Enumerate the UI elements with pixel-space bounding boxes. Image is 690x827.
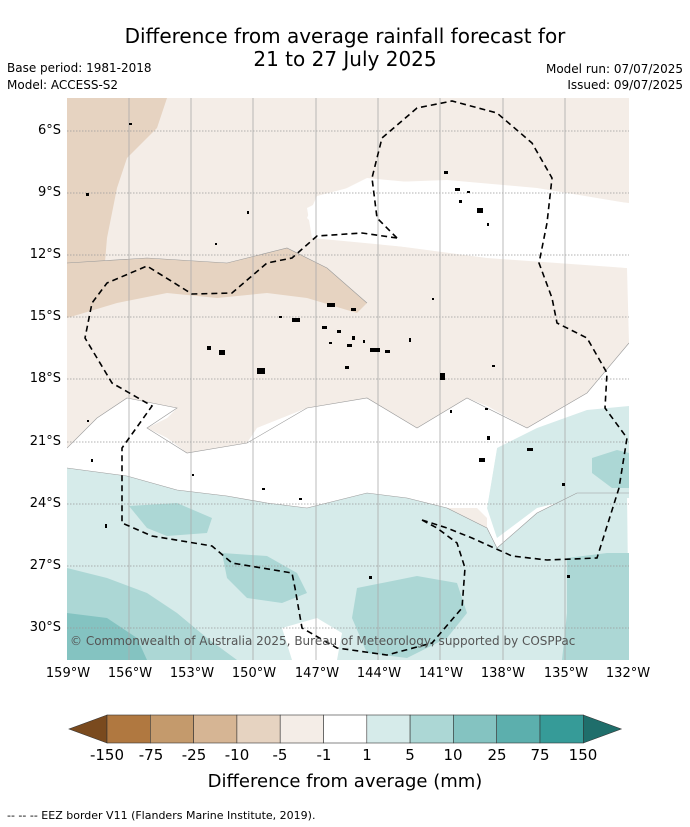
lon-label: 156°W [107, 666, 153, 681]
colorbar-tick: -1 [316, 746, 332, 764]
lat-label: 21°S [29, 434, 61, 449]
lat-label: 27°S [29, 558, 61, 573]
colorbar-tick: 75 [530, 746, 550, 764]
colorbar-tick: -10 [224, 746, 250, 764]
colorbar-label: Difference from average (mm) [207, 771, 483, 792]
lat-label: 24°S [29, 496, 61, 511]
colorbar-segment [106, 714, 151, 744]
rainfall-map [67, 98, 629, 660]
colorbar-arrow-low [68, 714, 108, 744]
model-run: Model run: 07/07/2025 [545, 62, 683, 76]
lat-label: 12°S [29, 247, 61, 262]
dry-band [67, 98, 167, 308]
colorbar-segment [323, 714, 368, 744]
colorbar-segment [409, 714, 454, 744]
colorbar-segment [539, 714, 584, 744]
colorbar-segment [236, 714, 281, 744]
colorbar-segment [496, 714, 541, 744]
colorbar-tick: -5 [272, 746, 288, 764]
lat-label: 30°S [29, 620, 61, 635]
colorbar-tick: -25 [181, 746, 207, 764]
colorbar-arrow-high [582, 714, 623, 744]
lon-label: 159°W [45, 666, 91, 681]
lon-label: 132°W [605, 666, 651, 681]
model-name: Model: ACCESS-S2 [7, 78, 119, 92]
lon-label: 144°W [356, 666, 402, 681]
eez-border [84, 100, 628, 656]
lat-label: 18°S [29, 371, 61, 386]
colorbar-segment [193, 714, 238, 744]
colorbar-tick: 1 [362, 746, 372, 764]
colorbar [68, 714, 623, 744]
title-line-1: Difference from average rainfall forecas… [124, 24, 566, 48]
colorbar-segment [366, 714, 411, 744]
issued-date: Issued: 09/07/2025 [567, 78, 683, 92]
colorbar-tick: 10 [443, 746, 463, 764]
colorbar-segment [150, 714, 194, 744]
colorbar-tick: 150 [568, 746, 598, 764]
islands [86, 123, 570, 579]
lat-label: 15°S [29, 309, 61, 324]
wet-region [67, 468, 629, 660]
copyright-notice: © Commonwealth of Australia 2025, Bureau… [70, 634, 576, 648]
lon-label: 153°W [169, 666, 215, 681]
lat-label: 6°S [37, 123, 61, 138]
lon-label: 150°W [231, 666, 277, 681]
lat-label: 9°S [37, 185, 61, 200]
colorbar-tick: 25 [487, 746, 507, 764]
eez-footnote: -- -- -- EEZ border V11 (Flanders Marine… [7, 809, 316, 822]
colorbar-tick: -150 [89, 746, 125, 764]
lon-label: 138°W [480, 666, 526, 681]
colorbar-tick: -75 [138, 746, 164, 764]
colorbar-tick: 5 [405, 746, 415, 764]
colorbar-segment [453, 714, 497, 744]
colorbar-segment [279, 714, 324, 744]
base-period: Base period: 1981-2018 [7, 61, 152, 75]
lon-label: 135°W [543, 666, 589, 681]
lon-label: 141°W [418, 666, 464, 681]
title-line-2: 21 to 27 July 2025 [253, 47, 437, 71]
lon-label: 147°W [294, 666, 340, 681]
